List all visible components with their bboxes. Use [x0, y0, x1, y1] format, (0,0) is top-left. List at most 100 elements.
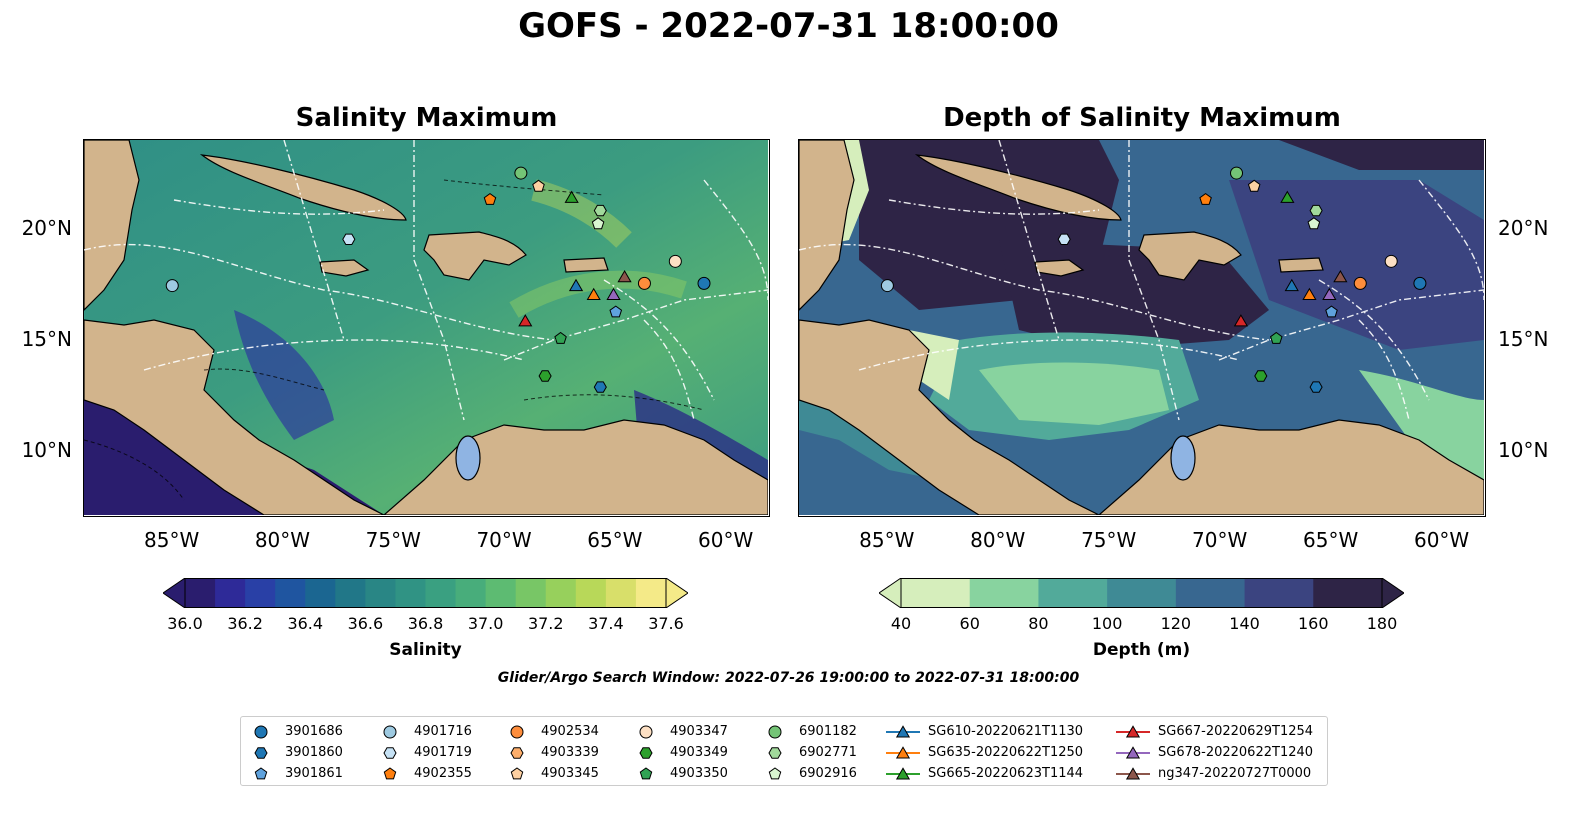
observation-marker[interactable] — [1247, 179, 1261, 192]
colorbar-segment — [545, 578, 577, 608]
tick-label: 15°N — [21, 327, 72, 352]
legend-marker — [510, 767, 524, 780]
observation-marker[interactable] — [538, 370, 552, 382]
observation-marker[interactable] — [1233, 314, 1249, 327]
observation-marker[interactable] — [880, 279, 894, 293]
colorbar-extend-high — [665, 577, 689, 609]
observation-marker[interactable] — [518, 314, 533, 327]
legend-marker — [886, 746, 920, 759]
observation-marker[interactable] — [1384, 254, 1398, 268]
observation-marker[interactable] — [1199, 192, 1212, 205]
observation-marker[interactable] — [591, 217, 605, 230]
colorbar-tick-label: 60 — [959, 614, 980, 633]
legend-label: 4901719 — [414, 745, 472, 760]
observation-marker[interactable] — [1284, 278, 1299, 292]
observation-marker[interactable] — [1230, 166, 1244, 180]
tick-label: 85°W — [859, 528, 915, 552]
salinity-map[interactable] — [83, 139, 770, 517]
observation-marker[interactable] — [554, 331, 567, 344]
observation-marker[interactable] — [1280, 190, 1295, 203]
observation-marker[interactable] — [1057, 233, 1071, 245]
colorbar-segment — [605, 578, 637, 608]
legend-marker — [1116, 725, 1150, 738]
legend-label: 4902534 — [541, 724, 599, 739]
legend-marker — [383, 725, 397, 739]
observation-marker[interactable] — [697, 276, 711, 290]
observation-marker[interactable] — [1307, 217, 1321, 230]
tick-label: 65°W — [1303, 528, 1359, 552]
observation-marker[interactable] — [617, 270, 632, 283]
colorbar-segment — [305, 578, 336, 608]
colorbar-segment — [635, 578, 667, 608]
tick-label: 15°N — [1498, 327, 1549, 352]
legend-marker — [639, 767, 653, 780]
legend-label: 6902916 — [799, 766, 857, 781]
colorbar-segment — [245, 578, 276, 608]
colorbar-segment — [1175, 578, 1246, 608]
observation-marker[interactable] — [593, 204, 607, 217]
observation-marker[interactable] — [1302, 287, 1317, 300]
observation-marker[interactable] — [564, 190, 579, 203]
tick-label: 20°N — [21, 215, 72, 240]
salinity-colorbar — [162, 577, 689, 609]
observation-marker[interactable] — [568, 278, 584, 292]
legend-marker — [254, 747, 268, 759]
colorbar-tick-label: 40 — [890, 614, 912, 633]
legend-marker — [768, 747, 782, 759]
tick-label: 70°W — [476, 528, 532, 552]
observation-marker[interactable] — [606, 287, 621, 300]
legend-label: 3901686 — [285, 724, 343, 739]
legend-marker — [510, 725, 524, 739]
colorbar-tick-label: 37.0 — [467, 614, 504, 633]
observation-marker[interactable] — [342, 233, 356, 245]
legend: 3901686 3901860 3901861 4901716 4901719 49023… — [240, 716, 1328, 786]
observation-marker[interactable] — [1309, 381, 1323, 393]
observation-marker[interactable] — [668, 254, 682, 268]
salinity-colorbar-label: Salinity — [389, 640, 462, 660]
tick-label: 75°W — [365, 528, 421, 552]
legend-marker — [768, 725, 782, 739]
tick-label: 65°W — [587, 528, 643, 552]
observation-marker[interactable] — [586, 287, 601, 300]
observation-marker[interactable] — [165, 279, 179, 293]
legend-label: SG667-20220629T1254 — [1158, 724, 1314, 739]
colorbar-segment — [215, 578, 246, 608]
observation-marker[interactable] — [609, 305, 623, 318]
tick-label: 85°W — [144, 528, 200, 552]
colorbar-extend-low — [162, 577, 186, 609]
colorbar-tick-label: 37.6 — [648, 614, 684, 633]
observation-marker[interactable] — [532, 179, 545, 192]
legend-label: SG665-20220623T1144 — [928, 766, 1084, 781]
depth-colorbar — [878, 577, 1405, 609]
colorbar-tick-label: 80 — [1028, 614, 1049, 633]
legend-label: 3901861 — [285, 766, 343, 781]
observation-marker[interactable] — [593, 381, 607, 393]
legend-label: ng347-20220727T0000 — [1158, 766, 1312, 781]
observation-marker[interactable] — [1322, 287, 1337, 300]
colorbar-tick-label: 37.4 — [588, 614, 624, 633]
tick-label: 10°N — [1498, 438, 1549, 463]
observation-marker[interactable] — [1333, 270, 1348, 283]
observation-marker[interactable] — [1413, 276, 1427, 290]
colorbar-segment — [901, 578, 971, 608]
figure-title: GOFS - 2022-07-31 18:00:00 — [518, 6, 1059, 46]
observation-marker[interactable] — [1309, 204, 1323, 217]
legend-marker — [510, 747, 524, 759]
legend-label: 4903349 — [670, 745, 728, 760]
observation-marker[interactable] — [1325, 305, 1338, 318]
tick-label: 60°W — [1413, 528, 1470, 552]
observation-marker[interactable] — [1254, 370, 1268, 382]
legend-marker — [383, 767, 397, 780]
observation-marker[interactable] — [1353, 276, 1367, 290]
observation-marker[interactable] — [483, 192, 497, 205]
observation-marker[interactable] — [637, 276, 651, 290]
observation-marker[interactable] — [514, 166, 528, 180]
legend-label: 4903339 — [541, 745, 599, 760]
salinity-colorbar-ticks: 36.0 36.2 36.4 36.6 36.8 37.0 37.2 37.4 37.6 — [163, 614, 688, 634]
legend-label: 4902355 — [414, 766, 472, 781]
legend-label: 4901716 — [414, 724, 472, 739]
tick-label: 20°N — [1498, 215, 1549, 240]
depth-map[interactable] — [798, 139, 1486, 517]
observation-marker[interactable] — [1270, 331, 1283, 344]
colorbar-extend-high — [1381, 577, 1405, 609]
